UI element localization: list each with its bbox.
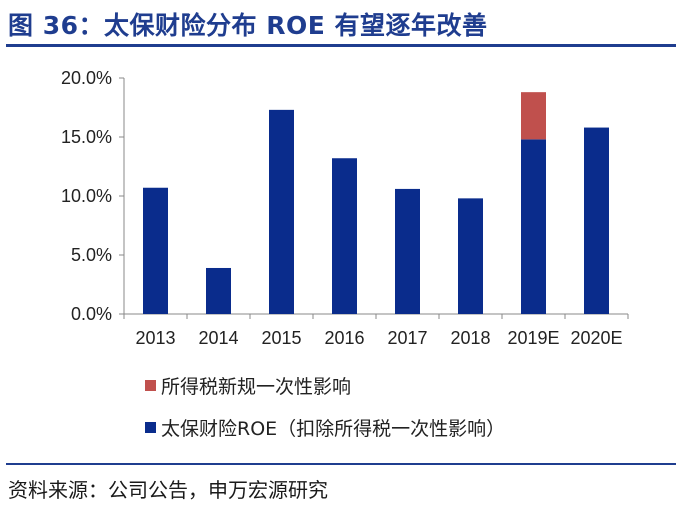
legend-item-base: 太保财险ROE（扣除所得税一次性影响） <box>145 414 505 441</box>
x-tick-label: 2019E <box>507 328 559 348</box>
x-tick-label: 2015 <box>261 328 301 348</box>
x-tick-label: 2018 <box>450 328 490 348</box>
bar-roe <box>206 267 231 314</box>
y-tick-label: 10.0% <box>61 186 112 206</box>
x-tick-label: 2013 <box>135 328 175 348</box>
x-tick-label: 2020E <box>570 328 622 348</box>
bar-roe <box>584 127 609 314</box>
legend-item-tax: 所得税新规一次性影响 <box>145 372 351 399</box>
source-note: 资料来源：公司公告，申万宏源研究 <box>8 478 328 502</box>
legend-swatch-base <box>145 422 156 433</box>
bar-roe <box>143 187 168 314</box>
x-tick-label: 2017 <box>387 328 427 348</box>
y-tick-label: 15.0% <box>61 127 112 147</box>
bar-roe <box>458 198 483 314</box>
title-divider <box>6 44 676 47</box>
legend-label-base: 太保财险ROE（扣除所得税一次性影响） <box>161 418 506 440</box>
y-tick-label: 5.0% <box>71 245 112 265</box>
legend-label-tax: 所得税新规一次性影响 <box>161 376 352 398</box>
chart-title: 图 36：太保财险分布 ROE 有望逐年改善 <box>8 11 488 40</box>
bar-roe <box>395 188 420 314</box>
bar-roe <box>269 109 294 314</box>
bar-tax-effect <box>521 92 546 140</box>
legend-swatch-tax <box>145 380 156 391</box>
y-tick-label: 0.0% <box>71 304 112 324</box>
roe-bar-chart: 0.0% 5.0% 10.0% 15.0% 20.0% 2013 2014 2015 2016 2… <box>61 68 629 348</box>
x-tick-label: 2016 <box>324 328 364 348</box>
x-tick-label: 2014 <box>198 328 238 348</box>
source-divider <box>6 463 676 465</box>
bar-roe <box>521 139 546 314</box>
bar-roe <box>332 158 357 314</box>
y-tick-label: 20.0% <box>61 68 112 88</box>
